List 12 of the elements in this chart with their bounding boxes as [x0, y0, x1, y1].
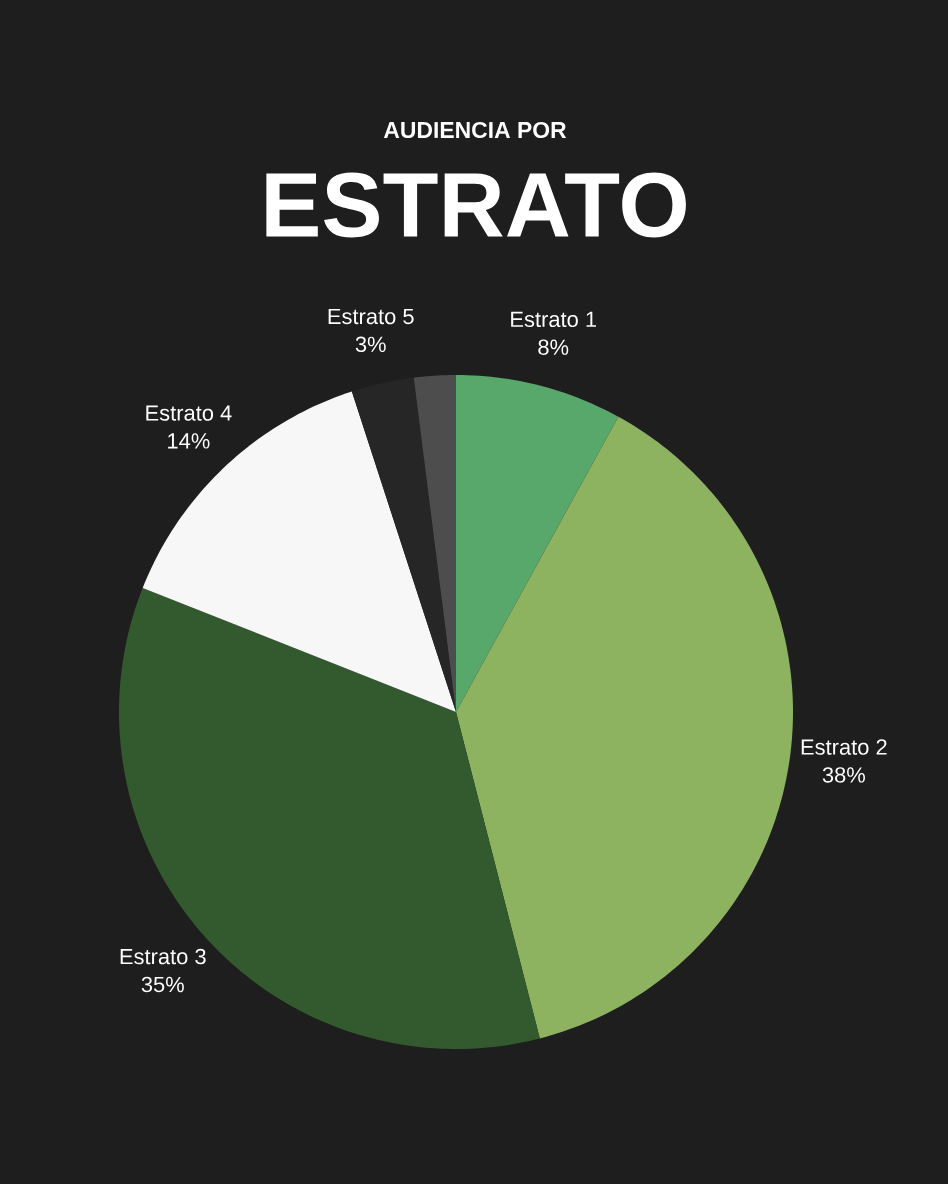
data-label: 8%	[538, 339, 569, 355]
chart-subtitle: ESTRATO	[266, 172, 686, 238]
slice-label: Estrato 5	[328, 308, 414, 325]
data-label: 3%	[355, 336, 386, 353]
slice-label: Estrato 1	[511, 311, 596, 328]
slice-label: Estrato 3	[120, 948, 206, 965]
chart-title: AUDIENCIA POR	[383, 121, 567, 139]
data-label: 35%	[141, 976, 184, 993]
data-label: 14%	[168, 433, 210, 449]
slice-label: Estrato 4	[146, 405, 232, 421]
data-label: 38%	[822, 767, 865, 783]
slice-label: Estrato 2	[801, 739, 887, 755]
